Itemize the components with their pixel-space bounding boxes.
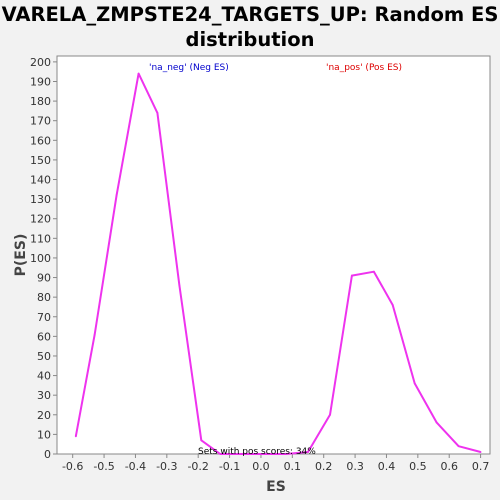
data-point	[200, 439, 203, 442]
x-tick-label: 0.1	[284, 460, 302, 473]
x-tick-label: -0.5	[93, 460, 114, 473]
chart-title: VARELA_ZMPSTE24_TARGETS_UP: Random ES di…	[1, 3, 499, 51]
y-tick-label: 90	[37, 272, 51, 285]
y-axis-label: P(ES)	[13, 234, 29, 277]
data-point	[219, 453, 222, 455]
y-tick-label: 100	[30, 252, 51, 265]
data-point	[156, 111, 159, 114]
y-tick-label: 20	[37, 409, 51, 422]
y-tick-label: 50	[37, 350, 51, 363]
x-tick-label: 0.4	[378, 460, 396, 473]
y-tick-label: 130	[30, 193, 51, 206]
data-point	[137, 72, 140, 75]
x-tick-label: -0.1	[219, 460, 240, 473]
data-point	[329, 413, 331, 416]
y-tick-label: 30	[37, 389, 51, 402]
annotation-pos-score-percent: Sets with pos scores: 34%	[198, 447, 316, 457]
data-point	[263, 453, 265, 455]
data-point	[479, 451, 482, 453]
x-axis: -0.6 -0.5 -0.4 -0.3 -0.2 -0.1 0.0 0.1 0.2 0.3 0.4 0…	[62, 454, 489, 473]
annotation-neg-es: 'na_neg' (Neg ES)	[149, 63, 229, 73]
data-point	[74, 435, 77, 438]
data-point	[373, 270, 375, 273]
y-tick-label: 140	[30, 174, 51, 187]
data-point	[285, 453, 287, 455]
x-tick-label: 0.7	[472, 460, 490, 473]
data-point	[435, 421, 438, 424]
y-tick-label: 0	[44, 448, 51, 461]
y-axis: 0 10 20 30 40 50 60 70 80 90 100 110 120 130 140 150 160…	[30, 56, 57, 461]
data-point	[351, 274, 353, 277]
x-tick-label: 0.5	[409, 460, 427, 473]
data-point	[115, 194, 118, 197]
y-tick-label: 40	[37, 370, 51, 383]
series-layer	[74, 72, 482, 455]
x-tick-label: -0.3	[156, 460, 177, 473]
data-point	[413, 382, 416, 385]
data-point	[391, 304, 394, 306]
y-tick-label: 190	[30, 75, 51, 88]
y-tick-label: 80	[37, 291, 51, 304]
y-tick-label: 150	[30, 154, 51, 167]
y-tick-label: 180	[30, 95, 51, 108]
data-point	[93, 333, 96, 336]
x-axis-label: ES	[266, 479, 286, 495]
x-tick-label: 0.3	[346, 460, 364, 473]
series-line-0	[74, 72, 481, 455]
y-tick-label: 200	[30, 56, 51, 69]
x-tick-label: 0.6	[440, 460, 458, 473]
x-tick-label: -0.6	[62, 460, 83, 473]
y-tick-label: 10	[37, 428, 51, 441]
plot-area	[56, 55, 491, 455]
y-tick-label: 120	[30, 213, 51, 226]
data-point	[178, 284, 181, 287]
x-tick-label: -0.4	[125, 460, 146, 473]
data-point	[307, 451, 309, 453]
x-tick-label: 0.2	[315, 460, 333, 473]
x-tick-label: 0.0	[252, 460, 270, 473]
y-tick-label: 110	[30, 232, 51, 245]
y-tick-label: 70	[37, 311, 51, 324]
annotation-pos-es: 'na_pos' (Pos ES)	[326, 63, 402, 73]
y-tick-label: 160	[30, 134, 51, 147]
x-tick-label: -0.2	[187, 460, 208, 473]
data-point	[457, 445, 460, 448]
y-tick-label: 170	[30, 115, 51, 128]
y-tick-label: 60	[37, 330, 51, 343]
data-point	[241, 453, 244, 455]
